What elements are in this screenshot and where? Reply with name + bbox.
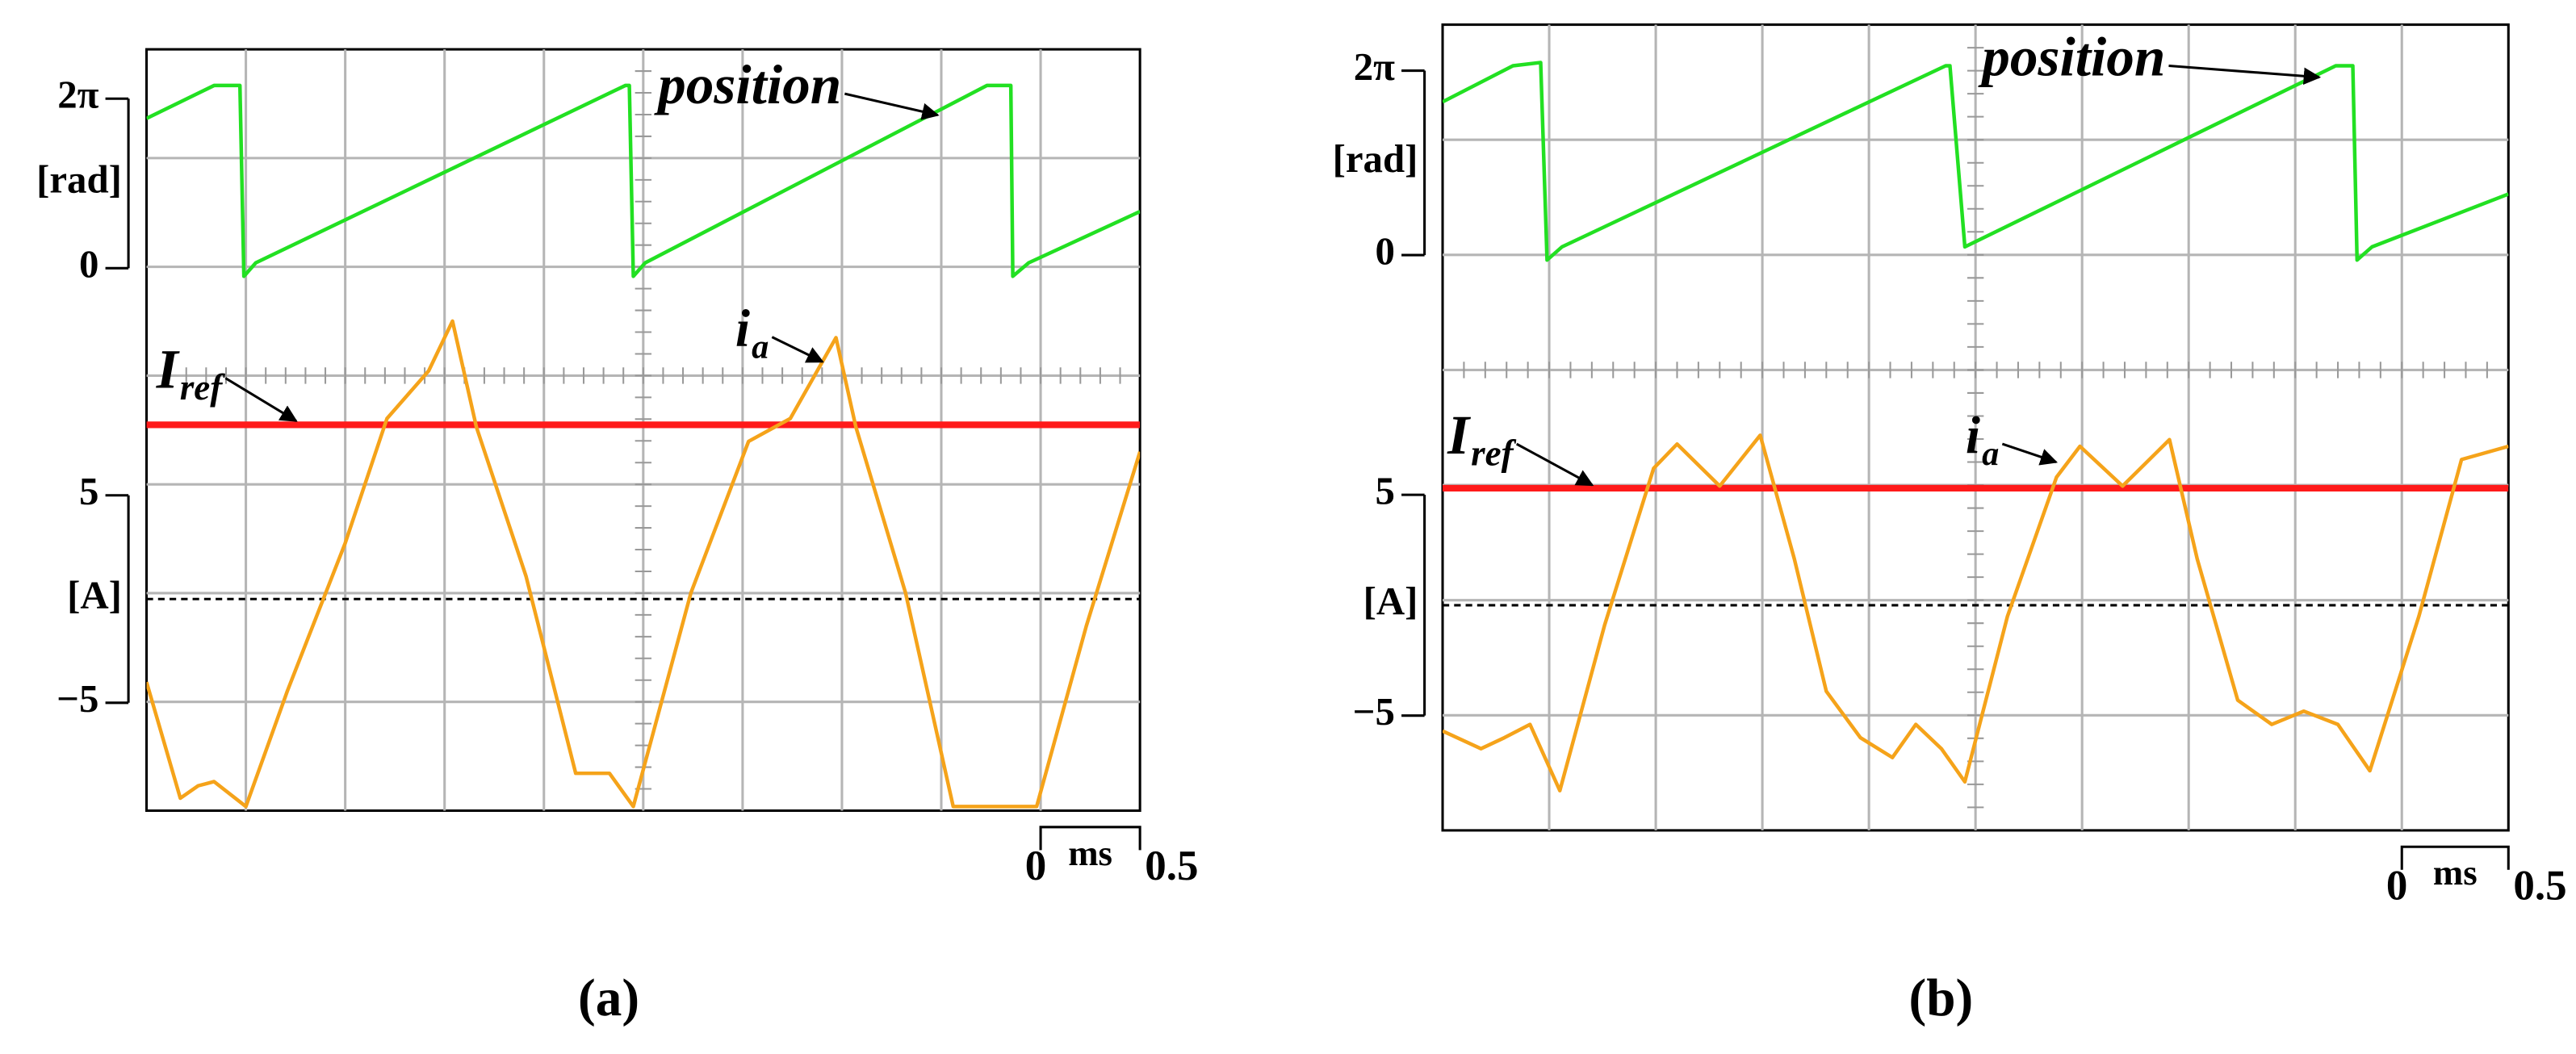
trace-label: I <box>156 337 180 399</box>
axis-unit: [A] <box>1363 579 1418 623</box>
trace-label: I <box>1447 404 1471 466</box>
trace-label: i <box>1966 407 1980 465</box>
y-tick-label: −5 <box>1353 689 1395 734</box>
y-tick-label: 0 <box>1375 228 1394 273</box>
axis-unit: [rad] <box>1333 136 1418 181</box>
scale-start: 0 <box>1025 843 1046 889</box>
panel: 0 2π [rad] −5 5 [A] position I ref i a 0 ms 0.5 (b) <box>1333 23 2567 1027</box>
annotation-arrow <box>2001 442 2059 466</box>
y-tick-label: 2π <box>57 72 98 116</box>
y-tick-label: 5 <box>1375 468 1394 512</box>
scale-bar <box>1039 826 1141 851</box>
scale-end: 0.5 <box>1145 843 1198 889</box>
axis-unit: [A] <box>67 572 122 617</box>
trace-label-sub: ref <box>1471 433 1516 474</box>
annotation-arrow <box>224 377 298 422</box>
scale-start: 0 <box>2386 862 2407 909</box>
annotation-arrow <box>771 336 824 363</box>
panel-label: (b) <box>1909 969 1974 1027</box>
trace-label-sub: a <box>752 328 769 366</box>
trace <box>146 319 1141 809</box>
annotation-arrow <box>844 92 940 120</box>
trace-label-sub: a <box>1982 435 1999 473</box>
annotation-arrow <box>2168 64 2322 85</box>
scale-unit: ms <box>1068 833 1112 873</box>
y-tick-label: 2π <box>1354 44 1395 89</box>
annotation-arrow <box>1515 442 1594 487</box>
trace <box>1443 61 2509 262</box>
trace-label-sub: ref <box>180 367 225 408</box>
trace <box>146 83 1141 278</box>
trace-label: position <box>654 53 841 115</box>
y-tick-label: 5 <box>79 469 98 513</box>
trace <box>1443 433 2509 793</box>
scale-unit: ms <box>2433 852 2478 893</box>
trace-label: position <box>1978 25 2165 87</box>
panel: 0 2π [rad] −5 5 [A] position I ref i a 0 ms 0.5 (a) <box>36 48 1198 1027</box>
axis-unit: [rad] <box>36 157 122 201</box>
trace-label: i <box>735 300 750 358</box>
scale-end: 0.5 <box>2513 862 2566 909</box>
y-tick-label: −5 <box>57 676 98 721</box>
scale-bar <box>2400 845 2510 870</box>
y-tick-label: 0 <box>79 242 98 287</box>
panel-label: (a) <box>578 969 639 1027</box>
